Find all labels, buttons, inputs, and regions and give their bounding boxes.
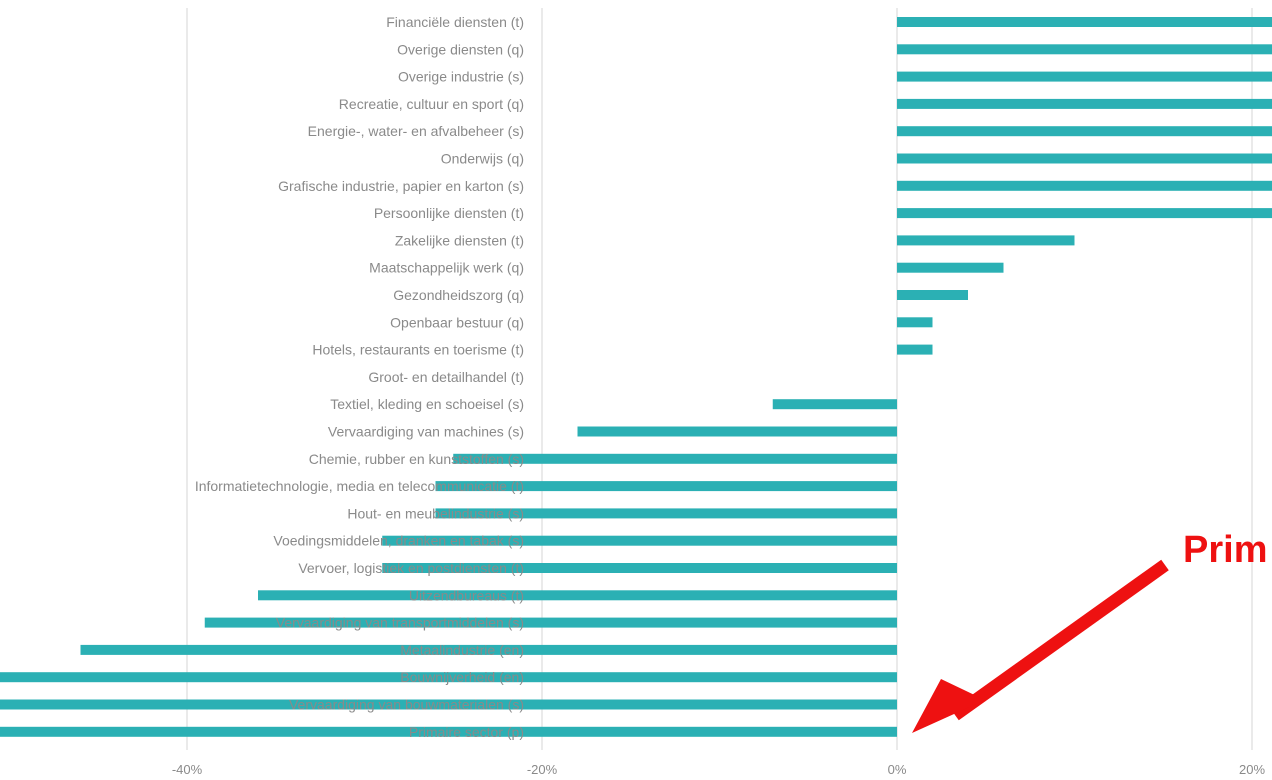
category-labels: Financiële diensten (t) Overige diensten … bbox=[195, 14, 524, 740]
bar bbox=[897, 317, 933, 328]
category-label: Metaalindustrie (en) bbox=[400, 642, 524, 658]
bar bbox=[435, 508, 897, 519]
bar bbox=[204, 617, 897, 628]
bar bbox=[435, 481, 897, 492]
bar bbox=[258, 590, 897, 601]
bar bbox=[0, 699, 897, 710]
arrow-shaft bbox=[951, 559, 1169, 721]
bar bbox=[0, 672, 897, 683]
category-label: Grafische industrie, papier en karton (s… bbox=[278, 178, 524, 194]
bar bbox=[382, 535, 897, 546]
gridlines bbox=[186, 8, 1253, 750]
category-label: Primaire sector (p) bbox=[409, 724, 524, 740]
category-label: Hotels, restaurants en toerisme (t) bbox=[312, 342, 524, 358]
bar bbox=[382, 563, 897, 573]
bar bbox=[897, 17, 1272, 27]
category-label: Financiële diensten (t) bbox=[386, 14, 524, 30]
annotation-text: Prim bbox=[1183, 529, 1267, 571]
x-tick-label: 20% bbox=[1239, 762, 1265, 777]
category-label: Voedingsmiddelen, dranken en tabak (s) bbox=[273, 533, 524, 549]
category-label: Persoonlijke diensten (t) bbox=[374, 205, 524, 221]
category-label: Informatietechnologie, media en telecomm… bbox=[195, 478, 524, 494]
category-label: Overige diensten (q) bbox=[397, 41, 524, 57]
bar bbox=[897, 262, 1004, 273]
x-tick-label: 0% bbox=[888, 762, 907, 777]
x-tick-label: -40% bbox=[172, 762, 203, 777]
category-label: Energie-, water- en afvalbeheer (s) bbox=[308, 123, 524, 139]
bar bbox=[897, 180, 1272, 191]
bar bbox=[80, 644, 897, 655]
category-label: Onderwijs (q) bbox=[441, 151, 524, 167]
bar bbox=[897, 126, 1272, 137]
bar bbox=[897, 44, 1272, 55]
bar bbox=[453, 453, 897, 464]
category-label: Vervoer, logistiek en postdiensten (t) bbox=[298, 560, 524, 576]
bar bbox=[897, 153, 1272, 164]
category-label: Uitzendbureaus (t) bbox=[409, 587, 524, 603]
x-tick-label: -20% bbox=[527, 762, 558, 777]
category-label: Textiel, kleding en schoeisel (s) bbox=[330, 396, 524, 412]
red-arrow-annotation: Prim bbox=[912, 529, 1267, 733]
category-label: Chemie, rubber en kunststoffen (s) bbox=[309, 451, 524, 467]
bar bbox=[772, 399, 897, 410]
category-label: Recreatie, cultuur en sport (q) bbox=[339, 96, 524, 112]
category-label: Vervaardiging van bouwmaterialen (s) bbox=[289, 697, 524, 713]
category-label: Overige industrie (s) bbox=[398, 69, 524, 85]
category-label: Bouwnijverheid (en) bbox=[400, 669, 524, 685]
arrow-head bbox=[912, 679, 985, 733]
category-label: Vervaardiging van machines (s) bbox=[328, 424, 524, 440]
bar bbox=[897, 235, 1075, 246]
category-label: Gezondheidszorg (q) bbox=[393, 287, 524, 303]
bar bbox=[897, 98, 1272, 109]
bar bbox=[897, 344, 933, 355]
bar bbox=[897, 290, 968, 300]
category-label: Groot- en detailhandel (t) bbox=[368, 369, 524, 385]
x-axis-tick-labels: -80%-60%-40%-20%0%20%40%60%80% bbox=[172, 762, 1266, 777]
category-label: Hout- en meubelindustrie (s) bbox=[347, 505, 524, 521]
category-label: Maatschappelijk werk (q) bbox=[369, 260, 524, 276]
category-label: Openbaar bestuur (q) bbox=[390, 314, 524, 330]
bar bbox=[0, 726, 897, 737]
bar bbox=[897, 208, 1272, 219]
bar bbox=[897, 71, 1272, 82]
category-label: Zakelijke diensten (t) bbox=[395, 232, 524, 248]
bars bbox=[0, 17, 1272, 737]
bar bbox=[577, 426, 897, 437]
category-label: Vervaardiging van transportmiddelen (s) bbox=[276, 615, 524, 631]
